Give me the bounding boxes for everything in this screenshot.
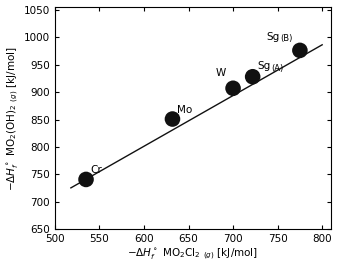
- Point: [170, 117, 175, 121]
- Point: [297, 48, 303, 53]
- Text: Cr: Cr: [91, 165, 102, 175]
- Point: [231, 86, 236, 90]
- Text: (B): (B): [280, 34, 293, 43]
- Y-axis label: $-\Delta H^\circ_f$ MO$_2$(OH)$_2$ $_{(g)}$ [kJ/mol]: $-\Delta H^\circ_f$ MO$_2$(OH)$_2$ $_{(g…: [5, 46, 21, 191]
- Text: Sg: Sg: [257, 61, 270, 71]
- Point: [83, 177, 89, 182]
- Text: Mo: Mo: [177, 105, 192, 115]
- Text: Sg: Sg: [266, 32, 279, 42]
- X-axis label: $-\Delta H^\circ_f$ MO$_2$Cl$_{2}$ $_{(g)}$ [kJ/mol]: $-\Delta H^\circ_f$ MO$_2$Cl$_{2}$ $_{(g…: [127, 247, 259, 262]
- Text: W: W: [216, 68, 226, 79]
- Point: [250, 75, 256, 79]
- Text: (A): (A): [271, 64, 284, 73]
